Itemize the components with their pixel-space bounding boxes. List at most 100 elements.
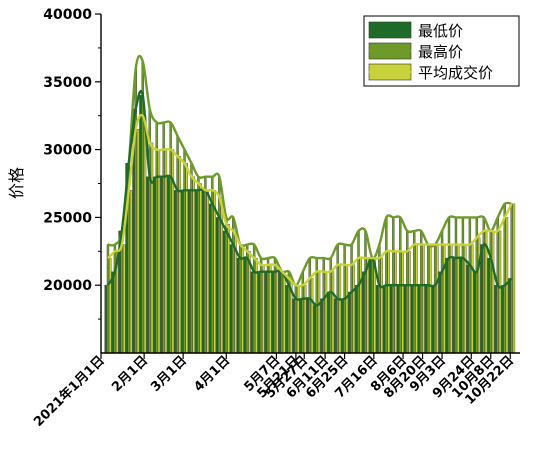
bar <box>162 122 165 354</box>
y-tick-label: 25000 <box>43 210 92 226</box>
bar <box>461 217 465 354</box>
bar <box>269 264 272 354</box>
bar <box>176 135 179 354</box>
bar <box>222 230 226 354</box>
bar <box>129 190 133 354</box>
bar <box>408 251 411 354</box>
bar <box>452 257 455 354</box>
x-tick-label: 2021年1月1日 <box>31 353 108 430</box>
bar <box>450 244 453 354</box>
bar <box>498 230 502 354</box>
bar <box>153 176 156 354</box>
bar <box>364 230 367 354</box>
bar <box>278 271 281 354</box>
bar <box>417 285 421 354</box>
y-tick-label: 35000 <box>43 75 92 91</box>
bar <box>438 271 441 354</box>
bar <box>389 285 393 354</box>
bar <box>204 176 207 354</box>
bar <box>317 271 321 354</box>
bar <box>299 298 302 354</box>
bar <box>199 183 202 354</box>
bar <box>415 244 418 354</box>
bar <box>213 190 216 354</box>
bar <box>294 285 298 354</box>
bar <box>264 271 267 354</box>
bar <box>352 264 356 354</box>
bar <box>440 230 444 354</box>
bar <box>348 291 351 354</box>
bar <box>341 298 344 354</box>
bar <box>308 257 311 354</box>
bar <box>471 244 474 354</box>
bars-group <box>104 61 516 354</box>
bar <box>387 251 390 354</box>
bar <box>197 176 200 354</box>
bar <box>178 156 182 354</box>
bar <box>174 190 177 354</box>
lines-group <box>106 54 513 307</box>
bar <box>206 190 209 354</box>
bar <box>473 271 476 354</box>
bar <box>334 298 337 354</box>
bar <box>494 285 497 354</box>
bar <box>169 122 172 354</box>
bar <box>185 162 188 354</box>
bar <box>431 285 434 354</box>
bar <box>143 115 147 354</box>
x-tick-label: 2月1日 <box>109 353 151 395</box>
bar <box>413 230 416 354</box>
bar <box>331 271 335 354</box>
bar <box>357 230 360 354</box>
legend-label: 平均成交价 <box>418 64 493 82</box>
bar <box>188 190 191 354</box>
bar <box>482 217 485 354</box>
bar <box>489 230 492 354</box>
bar <box>136 129 140 354</box>
bar <box>310 278 314 354</box>
bar <box>303 285 307 354</box>
bar <box>366 257 369 354</box>
bar <box>227 224 230 354</box>
bar <box>468 217 472 354</box>
bar <box>454 217 458 354</box>
bar <box>401 251 404 354</box>
bar <box>380 257 383 354</box>
x-tick-label: 3月1日 <box>148 353 190 395</box>
bar <box>190 162 193 354</box>
bar <box>146 176 149 354</box>
bar <box>164 149 168 354</box>
bar <box>271 271 274 354</box>
bar <box>382 285 386 354</box>
bar <box>313 305 316 354</box>
bar <box>276 264 279 354</box>
bar <box>306 298 309 354</box>
bar <box>436 244 439 354</box>
bar <box>426 244 430 354</box>
bar <box>487 257 490 354</box>
bar <box>183 149 186 354</box>
bar <box>371 257 374 354</box>
bar <box>447 217 451 354</box>
bar <box>229 244 233 354</box>
bar <box>181 190 184 354</box>
bar <box>345 264 349 354</box>
bar <box>201 190 205 354</box>
bar <box>503 203 506 354</box>
bar <box>106 244 110 354</box>
bar <box>466 264 469 354</box>
bar <box>285 285 288 354</box>
legend-label: 最低价 <box>418 22 463 40</box>
bar <box>123 244 126 354</box>
bar <box>508 278 511 354</box>
line-series-2 <box>107 54 512 287</box>
bar <box>375 285 379 354</box>
bar <box>501 285 504 354</box>
bar <box>109 257 112 354</box>
bar <box>445 257 448 354</box>
bar <box>338 264 342 354</box>
bar <box>491 230 495 354</box>
bar <box>155 122 158 354</box>
